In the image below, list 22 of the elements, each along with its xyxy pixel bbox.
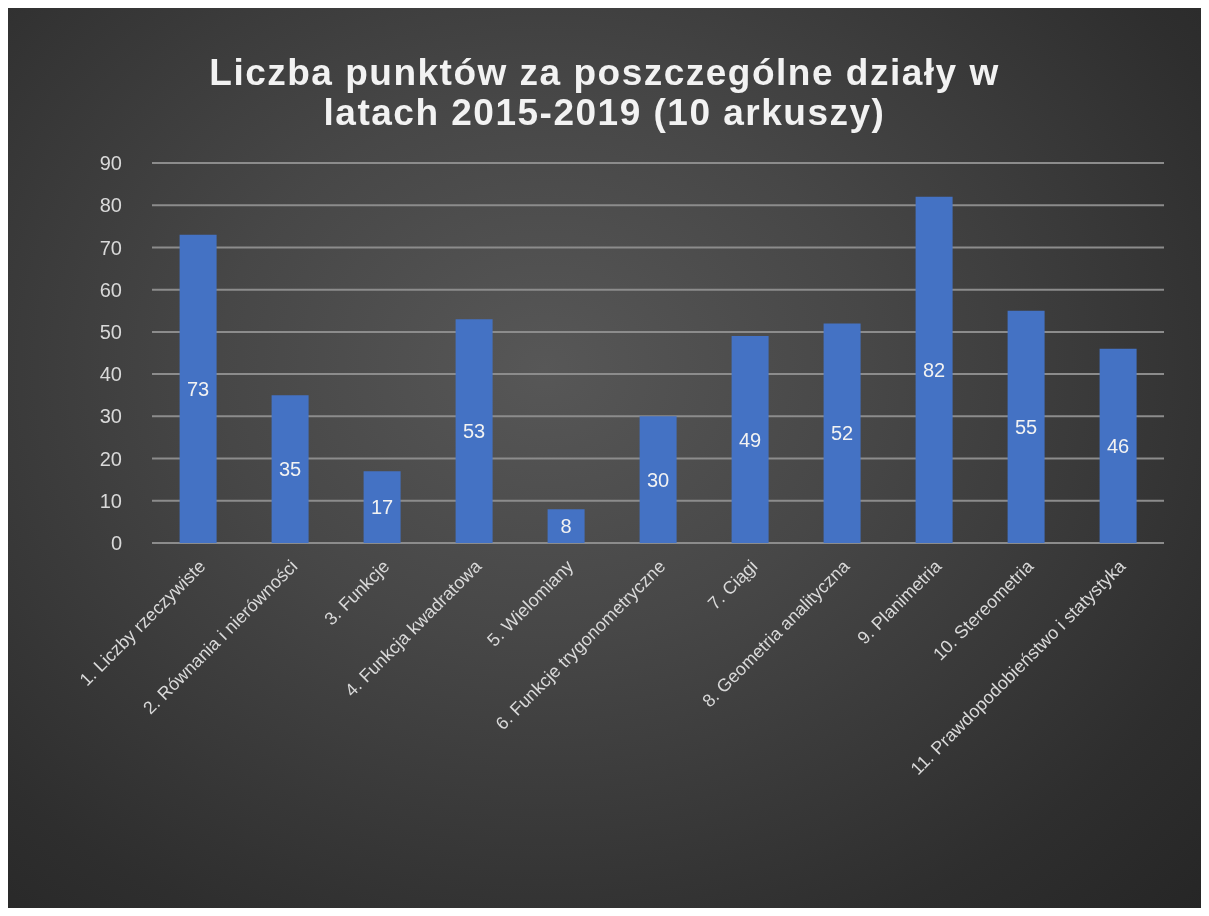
data-label: 46 — [1106, 434, 1130, 457]
data-label: 30 — [646, 468, 670, 491]
y-tick-label: 90 — [99, 152, 122, 175]
y-tick-label: 10 — [99, 489, 122, 512]
y-tick-label: 40 — [99, 363, 122, 386]
data-label: 35 — [278, 458, 302, 481]
y-tick-label: 0 — [110, 532, 122, 555]
y-tick-label: 30 — [99, 405, 122, 428]
y-tick-label: 70 — [99, 236, 122, 259]
data-label: 73 — [186, 377, 210, 400]
data-label: 49 — [738, 428, 762, 451]
data-label: 52 — [830, 422, 854, 445]
chart-title: Liczba punktów za poszczególne działy w latach 2015-2019 (10 arkuszy) — [208, 51, 1001, 133]
y-tick-label: 80 — [99, 194, 122, 217]
data-label: 55 — [1014, 415, 1038, 438]
data-label: 17 — [370, 496, 394, 519]
y-tick-label: 60 — [99, 278, 122, 301]
y-tick-label: 20 — [99, 447, 122, 470]
data-label: 82 — [922, 358, 946, 381]
y-tick-label: 50 — [99, 320, 122, 343]
data-label: 8 — [560, 515, 572, 538]
data-label: 53 — [462, 420, 486, 443]
